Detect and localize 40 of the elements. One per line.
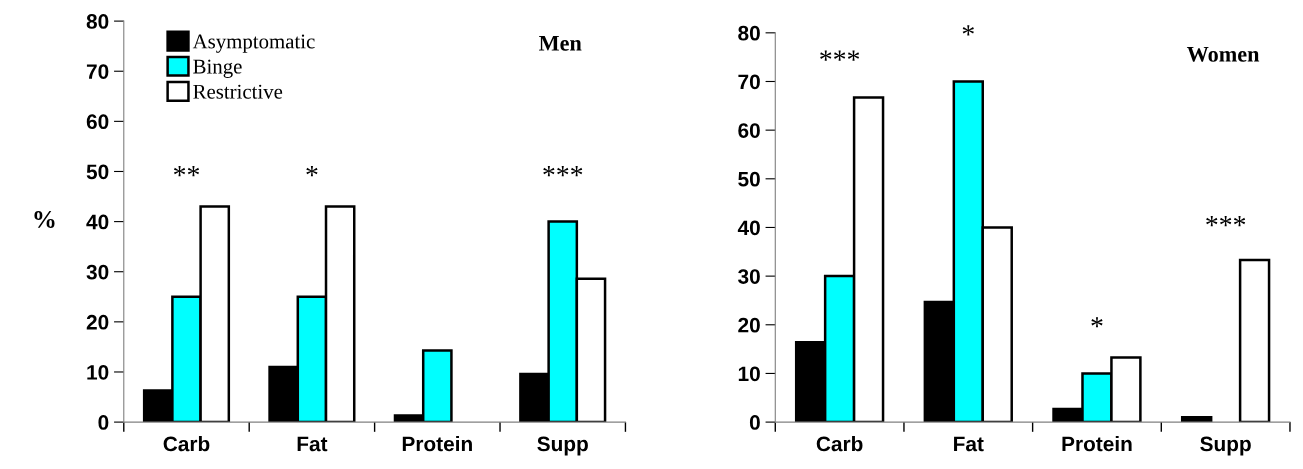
x-tick-label: Carb: [163, 435, 210, 452]
y-axis-title: %: [34, 210, 55, 228]
y-tick-label: 10: [738, 366, 760, 382]
legend-label: Binge: [193, 59, 242, 78]
legend-label: Asymptomatic: [192, 34, 315, 53]
legend-label: Restrictive: [193, 84, 283, 99]
x-tick-label: Supp: [537, 436, 588, 456]
annotation: *: [1091, 317, 1103, 328]
y-tick-label: 10: [87, 364, 109, 380]
y-tick-label: 80: [738, 25, 760, 41]
y-tick-label: 40: [737, 220, 760, 236]
y-tick-label: 70: [738, 74, 760, 90]
y-tick-label: 20: [86, 314, 109, 330]
annotation: ***: [820, 50, 860, 61]
y-tick-label: 30: [86, 264, 109, 280]
y-tick-label: 40: [86, 214, 109, 230]
y-tick-label: 60: [738, 123, 760, 138]
y-tick-label: 30: [738, 269, 760, 284]
annotation: *: [306, 165, 318, 177]
x-tick-label: Carb: [816, 435, 863, 452]
x-tick-label: Fat: [954, 436, 984, 452]
y-tick-label: 0: [98, 415, 109, 430]
x-tick-label: Supp: [1200, 436, 1251, 456]
y-tick-label: 70: [86, 64, 109, 79]
annotation: ***: [1206, 215, 1246, 227]
annotation: **: [173, 165, 200, 177]
y-tick-label: 50: [738, 171, 760, 187]
x-tick-label: Protein: [1062, 435, 1132, 452]
chart-title: Women: [1186, 46, 1260, 62]
y-tick-label: 20: [738, 317, 760, 333]
y-tick-label: 50: [86, 164, 109, 180]
x-tick-label: Protein: [402, 435, 472, 452]
text: Men: [539, 35, 582, 51]
y-tick-label: 80: [86, 14, 109, 29]
y-tick-label: 60: [86, 114, 109, 130]
annotation: *: [962, 25, 974, 36]
x-tick-label: Fat: [297, 436, 328, 452]
annotation: ***: [543, 165, 583, 177]
bar: [1238, 258, 1271, 423]
y-tick-label: 0: [749, 415, 760, 430]
